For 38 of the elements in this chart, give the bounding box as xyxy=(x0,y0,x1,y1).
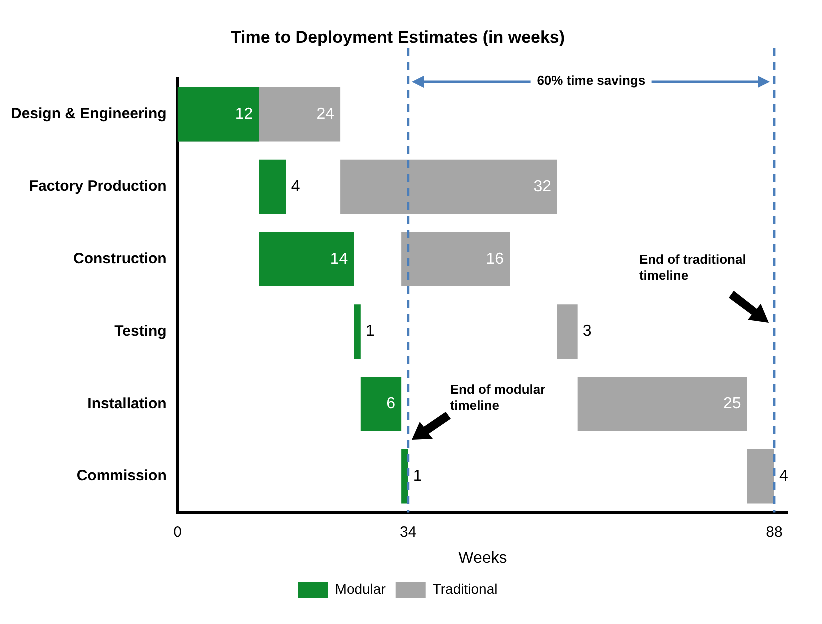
data-label: 1 xyxy=(366,323,375,340)
y-tick-label: Design & Engineering xyxy=(10,106,167,123)
data-label: 16 xyxy=(486,250,504,268)
annotation: End of traditional timeline xyxy=(639,252,748,284)
x-axis-title: Weeks xyxy=(458,550,508,567)
data-label: 25 xyxy=(724,396,742,413)
annotation: End of modular timeline xyxy=(450,382,547,414)
data-label: 32 xyxy=(534,178,552,196)
legend-label: Modular xyxy=(335,580,386,597)
x-tick-label: 0 xyxy=(174,524,182,541)
bar xyxy=(578,377,748,432)
bar xyxy=(259,232,354,287)
y-tick-label: Testing xyxy=(114,322,167,340)
y-tick-label: Construction xyxy=(74,250,167,268)
bar xyxy=(178,87,260,142)
legend-label: Traditional xyxy=(432,580,498,597)
annotation: 60% time savings xyxy=(531,72,652,89)
bar xyxy=(259,160,286,214)
bar xyxy=(558,304,578,359)
bar xyxy=(354,304,361,359)
chart-title: Time to Deployment Estimates (in weeks) xyxy=(230,28,566,47)
data-label: 12 xyxy=(235,106,254,124)
x-tick-label: 34 xyxy=(400,524,417,541)
data-label: 4 xyxy=(779,468,788,486)
data-label: 6 xyxy=(386,396,396,413)
y-tick-label: Installation xyxy=(88,395,167,412)
y-tick-label: Factory Production xyxy=(29,178,167,196)
bar xyxy=(402,232,510,287)
data-label: 1 xyxy=(413,468,422,486)
bar xyxy=(360,377,402,432)
bar xyxy=(340,160,558,214)
data-label: 3 xyxy=(582,323,592,340)
x-tick-label: 88 xyxy=(766,524,783,541)
data-label: 4 xyxy=(291,178,300,196)
data-label: 14 xyxy=(330,250,348,268)
data-label: 24 xyxy=(316,106,335,124)
y-tick-label: Commission xyxy=(76,468,167,485)
bar xyxy=(747,449,774,504)
